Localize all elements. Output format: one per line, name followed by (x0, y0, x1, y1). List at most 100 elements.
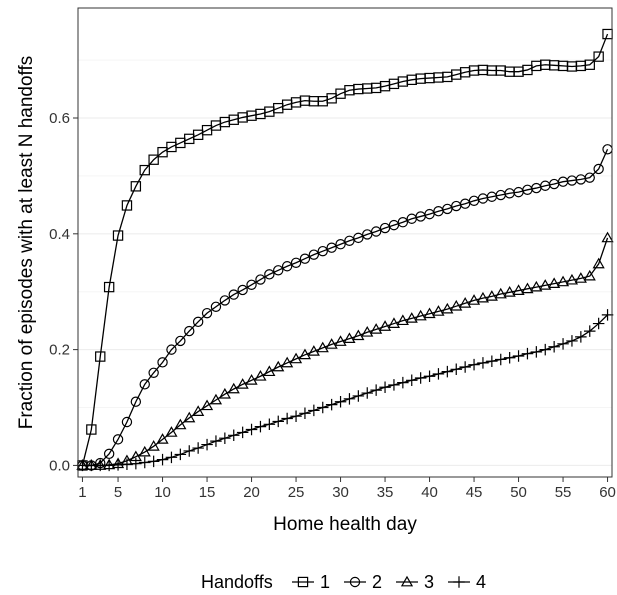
data-point-4 (503, 351, 516, 364)
data-point-3 (334, 335, 347, 346)
legend-key-marker (400, 575, 414, 587)
data-point-3 (405, 312, 418, 323)
data-point-2 (255, 274, 266, 285)
data-point-4 (521, 347, 534, 360)
data-point-3 (298, 348, 312, 360)
data-point-4 (450, 363, 462, 376)
series-line-2 (82, 149, 609, 467)
data-point-3 (574, 272, 587, 283)
y-tick-label: 0.4 (49, 226, 70, 243)
series-3 (76, 231, 614, 470)
data-point-3 (200, 399, 214, 411)
x-tick-label: 60 (599, 484, 616, 501)
x-tick-label: 30 (332, 484, 349, 501)
data-point-3 (459, 297, 472, 308)
data-point-3 (432, 305, 445, 316)
data-point-4 (254, 420, 267, 433)
data-point-4 (379, 381, 391, 394)
data-point-3 (192, 405, 205, 416)
data-point-3 (494, 287, 507, 299)
data-point-2 (353, 232, 364, 244)
data-point-2 (184, 325, 195, 337)
legend-label: 4 (476, 572, 486, 592)
data-point-4 (174, 448, 187, 461)
data-point-4 (299, 407, 311, 420)
data-point-3 (325, 338, 338, 349)
data-point-3 (245, 374, 258, 385)
data-point-2 (210, 301, 222, 312)
data-point-1 (148, 154, 159, 165)
data-point-1 (121, 200, 133, 211)
data-point-4 (361, 387, 373, 399)
data-point-3 (441, 302, 454, 314)
grid-lines (78, 59, 612, 466)
data-point-4 (210, 435, 222, 447)
data-point-4 (165, 451, 178, 464)
data-point-4 (334, 395, 347, 408)
data-point-1 (103, 281, 115, 293)
data-point-4 (512, 350, 525, 362)
data-point-3 (503, 286, 516, 297)
legend-key-marker (297, 576, 309, 588)
legend-label: 2 (372, 572, 382, 592)
legend-item-3: 3 (396, 572, 434, 592)
legend-item-1: 1 (292, 572, 330, 592)
x-tick-label: 25 (288, 484, 305, 501)
data-point-4 (486, 355, 498, 367)
data-point-2 (335, 239, 346, 250)
data-point-3 (272, 360, 285, 372)
data-point-4 (495, 353, 507, 366)
data-point-3 (316, 341, 329, 353)
data-point-3 (227, 382, 240, 394)
data-point-3 (254, 369, 267, 381)
data-point-4 (263, 418, 276, 431)
data-point-2 (584, 172, 595, 183)
data-point-2 (121, 416, 133, 428)
data-point-2 (308, 249, 320, 260)
data-point-3 (361, 325, 374, 337)
data-point-3 (450, 299, 463, 311)
series-line-3 (82, 237, 609, 467)
x-tick-label: 45 (466, 484, 483, 501)
data-point-4 (432, 368, 445, 380)
x-axis-title: Home health day (273, 514, 417, 535)
data-point-4 (477, 357, 489, 369)
y-tick-label: 0.6 (49, 110, 70, 127)
data-point-4 (548, 340, 560, 353)
series-1 (77, 28, 613, 471)
legend: Handoffs 1 2 3 4 (201, 572, 486, 592)
data-point-4 (414, 372, 427, 384)
legend-title: Handoffs (201, 572, 273, 592)
legend-label: 3 (424, 572, 434, 592)
data-point-4 (147, 455, 160, 468)
x-tick-label: 40 (421, 484, 438, 501)
data-point-1 (139, 164, 150, 176)
x-tick-label: 55 (555, 484, 572, 501)
data-point-2 (273, 265, 284, 276)
data-point-3 (352, 329, 365, 341)
data-point-3 (485, 290, 498, 301)
legend-item-4: 4 (448, 572, 486, 592)
data-point-3 (556, 275, 570, 287)
data-point-2 (175, 335, 186, 347)
data-point-2 (148, 367, 159, 378)
data-point-4 (130, 457, 142, 470)
data-point-3 (138, 445, 151, 457)
data-point-3 (512, 284, 525, 295)
data-point-1 (95, 351, 106, 362)
data-point-4 (156, 453, 169, 466)
data-point-3 (370, 323, 383, 334)
data-point-2 (397, 217, 409, 228)
data-point-1 (86, 424, 97, 435)
data-point-4 (201, 438, 213, 451)
data-point-2 (290, 257, 302, 268)
data-point-4 (245, 423, 258, 436)
data-point-4 (352, 390, 365, 402)
legend-key-marker (349, 576, 361, 588)
data-point-3 (165, 426, 178, 437)
data-point-3 (387, 317, 401, 328)
data-point-2 (157, 357, 168, 368)
data-point-3 (147, 440, 160, 451)
data-point-4 (228, 429, 240, 442)
data-point-3 (530, 280, 543, 292)
